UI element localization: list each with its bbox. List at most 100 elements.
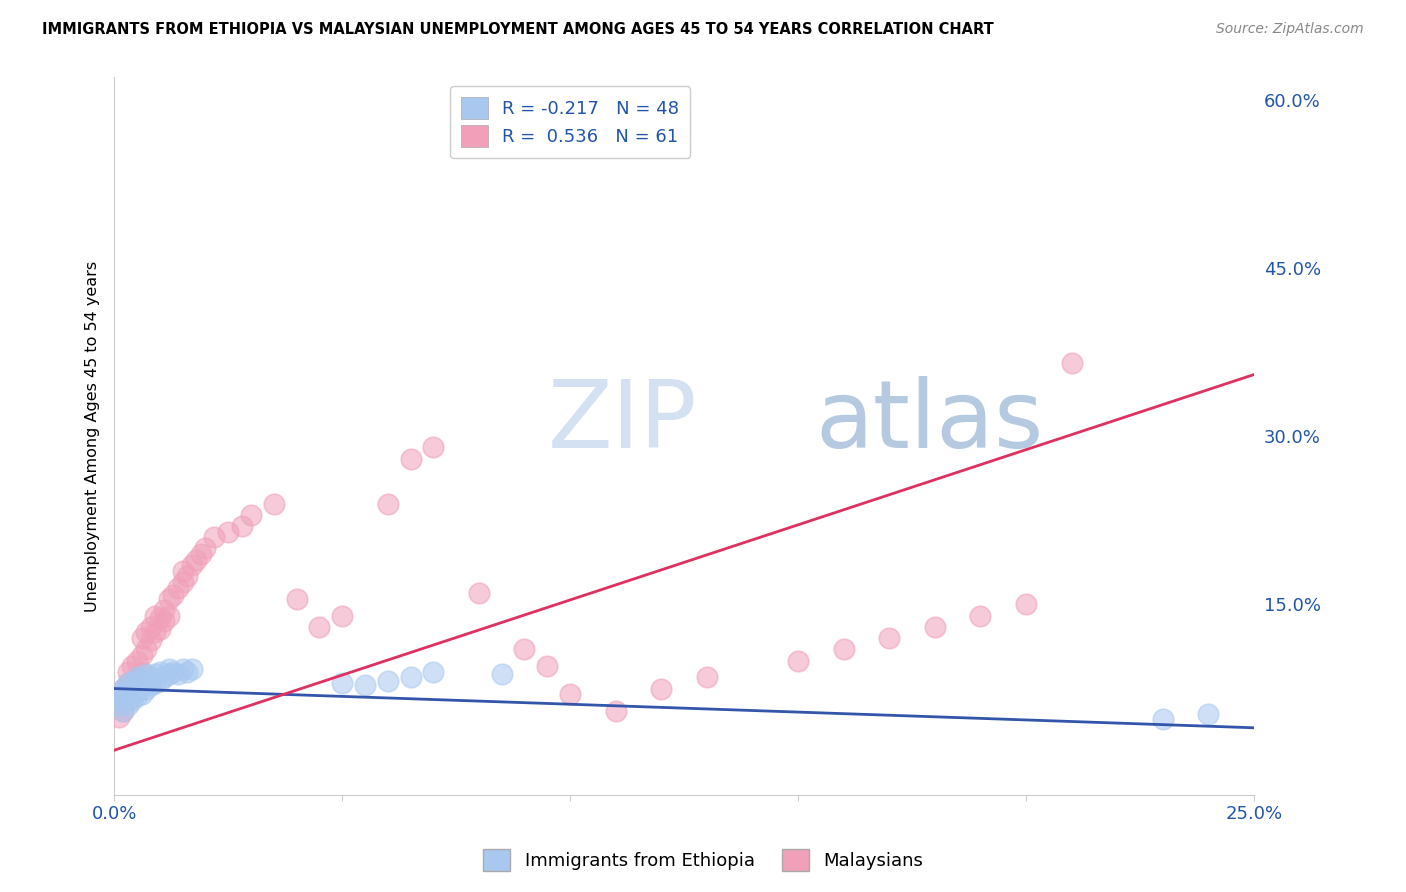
Point <box>924 620 946 634</box>
Point <box>107 687 129 701</box>
Point <box>176 665 198 679</box>
Point <box>139 633 162 648</box>
Point <box>143 676 166 690</box>
Point <box>217 524 239 539</box>
Point <box>117 676 139 690</box>
Point <box>135 681 157 696</box>
Point <box>131 631 153 645</box>
Point <box>131 670 153 684</box>
Point <box>131 665 153 679</box>
Legend: R = -0.217   N = 48, R =  0.536   N = 61: R = -0.217 N = 48, R = 0.536 N = 61 <box>450 87 690 158</box>
Point <box>143 608 166 623</box>
Point <box>125 653 148 667</box>
Point <box>162 589 184 603</box>
Point <box>172 564 194 578</box>
Point <box>157 663 180 677</box>
Point <box>377 673 399 688</box>
Point <box>330 608 353 623</box>
Point <box>125 673 148 688</box>
Point <box>180 663 202 677</box>
Point <box>194 541 217 556</box>
Point <box>125 690 148 704</box>
Point <box>139 678 162 692</box>
Point <box>969 608 991 623</box>
Point <box>157 608 180 623</box>
Point <box>149 673 172 688</box>
Text: atlas: atlas <box>815 376 1043 468</box>
Point <box>112 681 135 696</box>
Point <box>117 676 139 690</box>
Point <box>167 581 190 595</box>
Point <box>121 687 143 701</box>
Text: ZIP: ZIP <box>547 376 697 468</box>
Point <box>231 519 253 533</box>
Point <box>558 687 581 701</box>
Point <box>157 591 180 606</box>
Point <box>491 667 513 681</box>
Point <box>186 552 208 566</box>
Point <box>605 704 627 718</box>
Point <box>107 709 129 723</box>
Point <box>107 692 129 706</box>
Point <box>399 670 422 684</box>
Point <box>468 586 491 600</box>
Point <box>1152 712 1174 726</box>
Point <box>536 659 558 673</box>
Point <box>190 547 212 561</box>
Point <box>112 692 135 706</box>
Point <box>172 574 194 589</box>
Point <box>117 692 139 706</box>
Point <box>135 625 157 640</box>
Point <box>139 620 162 634</box>
Point <box>153 614 176 628</box>
Point <box>180 558 202 573</box>
Point <box>153 603 176 617</box>
Point <box>121 678 143 692</box>
Point <box>167 667 190 681</box>
Point <box>117 698 139 713</box>
Point <box>172 663 194 677</box>
Point <box>143 667 166 681</box>
Point <box>131 678 153 692</box>
Point <box>354 678 377 692</box>
Legend: Immigrants from Ethiopia, Malaysians: Immigrants from Ethiopia, Malaysians <box>475 842 931 879</box>
Point <box>117 665 139 679</box>
Point <box>832 642 855 657</box>
Text: IMMIGRANTS FROM ETHIOPIA VS MALAYSIAN UNEMPLOYMENT AMONG AGES 45 TO 54 YEARS COR: IMMIGRANTS FROM ETHIOPIA VS MALAYSIAN UN… <box>42 22 994 37</box>
Text: Source: ZipAtlas.com: Source: ZipAtlas.com <box>1216 22 1364 37</box>
Point <box>1197 707 1219 722</box>
Point <box>399 451 422 466</box>
Point <box>125 670 148 684</box>
Point <box>131 687 153 701</box>
Point <box>131 648 153 662</box>
Point <box>650 681 672 696</box>
Point <box>121 681 143 696</box>
Point <box>117 690 139 704</box>
Point <box>112 687 135 701</box>
Point <box>149 622 172 636</box>
Point <box>377 496 399 510</box>
Point <box>125 678 148 692</box>
Point <box>308 620 330 634</box>
Point <box>157 667 180 681</box>
Point <box>513 642 536 657</box>
Point <box>176 569 198 583</box>
Point <box>107 696 129 710</box>
Point <box>125 670 148 684</box>
Y-axis label: Unemployment Among Ages 45 to 54 years: Unemployment Among Ages 45 to 54 years <box>86 260 100 612</box>
Point <box>787 653 810 667</box>
Point <box>263 496 285 510</box>
Point <box>1015 598 1038 612</box>
Point <box>125 685 148 699</box>
Point <box>1060 356 1083 370</box>
Point <box>121 692 143 706</box>
Point <box>149 665 172 679</box>
Point <box>107 698 129 713</box>
Point <box>112 690 135 704</box>
Point <box>135 667 157 681</box>
Point <box>112 681 135 696</box>
Point <box>330 676 353 690</box>
Point <box>121 659 143 673</box>
Point <box>204 530 226 544</box>
Point <box>135 676 157 690</box>
